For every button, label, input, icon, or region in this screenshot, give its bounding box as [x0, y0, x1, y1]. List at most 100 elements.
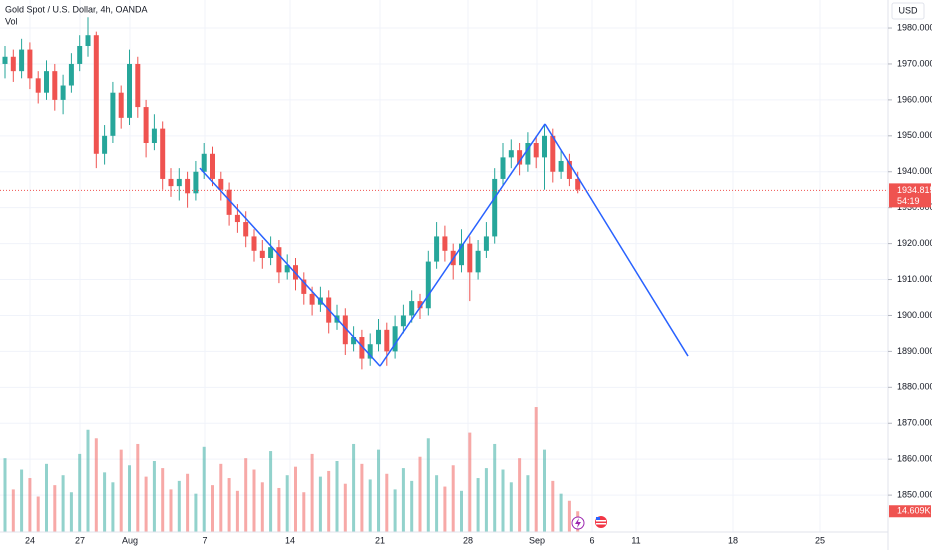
volume-bar: [518, 458, 522, 532]
y-tick-label: 1950.000: [897, 130, 932, 140]
candle-body: [342, 315, 348, 345]
volume-bar: [559, 493, 563, 532]
candle-body: [127, 63, 132, 118]
candle-body: [168, 178, 174, 187]
price-pane: [2, 17, 689, 370]
volume-bar: [435, 475, 439, 532]
candle-body: [19, 49, 25, 72]
volume-value-box: [889, 505, 931, 518]
volume-value-label: 14.609K: [897, 506, 931, 516]
y-tick-label: 1960.000: [897, 94, 932, 104]
candle-body: [425, 261, 431, 309]
candle-body: [27, 49, 33, 79]
volume-bar: [343, 483, 347, 532]
candle-body: [102, 135, 108, 154]
candle-body: [276, 247, 282, 273]
volume-bar: [368, 479, 372, 532]
candle-body: [459, 243, 464, 266]
volume-bar: [86, 429, 90, 532]
candle-body: [10, 56, 16, 72]
candle-body: [268, 247, 274, 258]
volume-bar: [227, 478, 231, 532]
candle-body: [442, 236, 448, 251]
volume-bar: [551, 480, 555, 532]
symbol-title: Gold Spot / U.S. Dollar, 4h, OANDA: [5, 4, 148, 14]
candle-body: [77, 45, 83, 64]
volume-legend: Vol: [5, 16, 18, 26]
candle-body: [550, 135, 556, 172]
volume-bar: [426, 438, 430, 532]
candle-body: [392, 326, 398, 352]
currency-button[interactable]: [891, 2, 925, 20]
volume-bar: [501, 469, 505, 532]
candle-body: [417, 301, 423, 309]
y-tick-label: 1850.000: [897, 489, 932, 499]
x-tick-label: 6: [589, 535, 594, 545]
x-tick-label: Sep: [529, 535, 545, 545]
volume-bar: [103, 472, 107, 532]
volume-bar: [194, 493, 198, 532]
volume-bar: [235, 490, 239, 532]
candle-body: [226, 189, 232, 215]
volume-bar: [385, 473, 389, 532]
volume-bar: [161, 468, 165, 532]
volume-bar: [277, 487, 281, 532]
currency[interactable]: USD: [898, 5, 918, 15]
candle-body: [85, 35, 91, 46]
candle-body: [259, 250, 265, 258]
volume-bar: [144, 476, 148, 532]
y-tick-label: 1900.000: [897, 310, 932, 320]
lightning-icon[interactable]: [571, 516, 585, 530]
volume-bar: [294, 466, 297, 532]
flag-icon[interactable]: [595, 516, 607, 528]
candle-body: [376, 329, 381, 345]
candle-body: [367, 344, 373, 359]
x-tick-label: 27: [75, 535, 85, 545]
volume-bar: [53, 485, 57, 532]
volume-bar: [269, 451, 273, 532]
volume-bar: [61, 475, 65, 532]
volume-bar: [526, 475, 530, 532]
volume-bar: [335, 461, 339, 532]
y-tick-label: 1910.000: [897, 274, 932, 284]
volume-bar: [169, 489, 173, 532]
candle-body: [234, 214, 240, 223]
y-tick-label: 1890.000: [897, 346, 932, 356]
candle-body: [284, 265, 290, 273]
volume-bar: [567, 500, 571, 532]
volume-bar: [352, 443, 356, 532]
candle-body: [44, 71, 49, 93]
candle-body: [533, 143, 539, 158]
volume-bar: [11, 489, 15, 532]
volume-bar: [410, 480, 414, 532]
volume-bar: [401, 468, 405, 532]
volume-bar: [94, 438, 98, 532]
volume-bar: [534, 407, 538, 532]
volume-bar: [460, 490, 463, 532]
volume-bar: [543, 449, 546, 532]
candle-body: [483, 236, 489, 251]
volume-bar: [443, 486, 447, 532]
candle-body: [160, 128, 166, 179]
candle-body: [434, 236, 440, 262]
y-tick-label: 1940.000: [897, 166, 932, 176]
trend-line: [544, 123, 689, 357]
volume-bar: [327, 470, 331, 532]
volume-bar: [493, 443, 497, 532]
candle-body: [409, 301, 415, 316]
volume-bar: [111, 482, 115, 532]
candle-body: [135, 63, 141, 108]
volume-bar: [360, 463, 364, 532]
candle-body: [301, 279, 307, 294]
volume-bar: [509, 482, 513, 532]
candle-body: [525, 143, 531, 165]
candle-body: [575, 178, 581, 190]
x-tick-label: Aug: [122, 535, 138, 545]
last-price-label: 1934.815: [897, 185, 932, 195]
volume-bar: [244, 458, 248, 532]
x-tick-label: 21: [375, 535, 385, 545]
candle-body: [210, 153, 215, 179]
volume-bar: [252, 469, 256, 532]
candle-body: [309, 293, 315, 305]
